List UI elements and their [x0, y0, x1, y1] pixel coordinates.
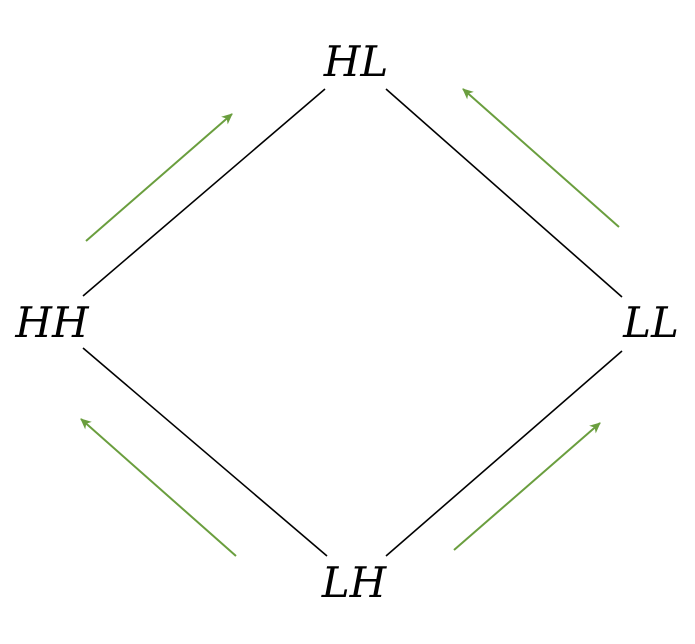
arrow-lh-to-ll	[453, 422, 601, 551]
edge-hh-hl	[82, 88, 326, 297]
node-label-left: HH	[14, 298, 90, 347]
edge-hl-ll	[385, 88, 623, 298]
arrow-ll-to-hl	[462, 88, 620, 228]
node-label-top: HL	[323, 37, 389, 86]
node-label-bottom: LH	[321, 558, 388, 607]
edge-hh-lh	[82, 347, 328, 557]
edge-lh-ll	[385, 350, 623, 557]
arrow-lh-to-hh	[80, 418, 237, 557]
node-label-right: LL	[622, 298, 679, 347]
arrow-hh-to-hl	[85, 113, 233, 242]
